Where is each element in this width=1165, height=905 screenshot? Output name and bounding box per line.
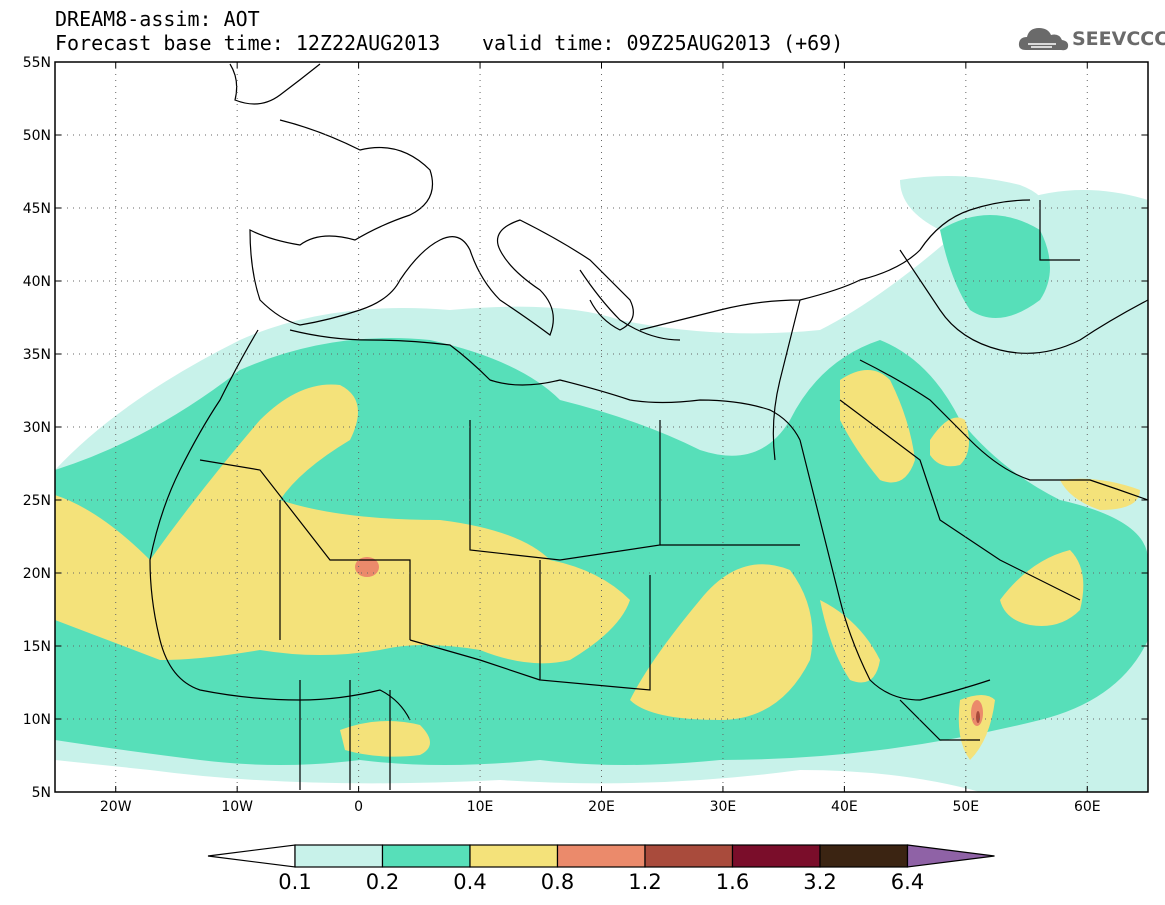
graticule: [55, 62, 1148, 792]
lat-label: 55N: [23, 55, 51, 71]
colorbar-label: 1.2: [628, 870, 661, 894]
lon-label: 20E: [588, 799, 615, 815]
lon-label: 60E: [1074, 799, 1101, 815]
colorbar-segment: [731, 844, 821, 868]
lon-label: 30E: [710, 799, 737, 815]
lon-label: 20W: [100, 799, 132, 815]
lat-label: 40N: [23, 274, 51, 290]
lat-label: 5N: [32, 785, 51, 801]
colorbar-label: 0.8: [541, 870, 574, 894]
lat-label: 35N: [23, 347, 51, 363]
colorbar-over-arrow: [906, 844, 995, 868]
colorbar-segment: [644, 844, 734, 868]
lat-label: 20N: [23, 566, 51, 582]
map-title: DREAM8-assim: AOT: [55, 7, 260, 31]
colorbar-label: 6.4: [891, 870, 924, 894]
lon-label: 50E: [952, 799, 979, 815]
lon-label: 10E: [467, 799, 494, 815]
colorbar-label: 3.2: [803, 870, 836, 894]
lat-label: 10N: [23, 712, 51, 728]
lat-label: 30N: [23, 420, 51, 436]
lat-label: 45N: [23, 201, 51, 217]
colorbar-segment: [469, 844, 559, 868]
colorbar: 0.1 0.2 0.4 0.8 1.2 1.6 3.2 6.4: [207, 844, 995, 894]
lon-label: 40E: [831, 799, 858, 815]
colorbar-label: 0.1: [278, 870, 311, 894]
colorbar-label: 0.4: [453, 870, 486, 894]
colorbar-segment: [556, 844, 646, 868]
colorbar-segment: [381, 844, 471, 868]
lat-label: 25N: [23, 493, 51, 509]
lon-label: 10W: [221, 799, 253, 815]
colorbar-label: 0.2: [366, 870, 399, 894]
seevccc-logo: SEEVCCC: [1016, 22, 1165, 56]
cloud-icon: [1018, 28, 1069, 51]
colorbar-label: 1.6: [716, 870, 749, 894]
forecast-base-time: Forecast base time: 12Z22AUG2013: [55, 31, 441, 55]
colorbar-under-arrow: [207, 844, 296, 868]
lat-label: 15N: [23, 639, 51, 655]
colorbar-segment: [294, 844, 384, 868]
colorbar-segment: [819, 844, 909, 868]
coastlines: [149, 63, 1148, 790]
lon-label: 0: [354, 799, 363, 815]
logo-text: SEEVCCC: [1072, 28, 1165, 50]
longitude-labels: 20W 10W 0 10E 20E 30E 40E 50E 60E: [100, 62, 1101, 815]
valid-time: valid time: 09Z25AUG2013 (+69): [482, 31, 844, 55]
aot-field: [55, 176, 1148, 792]
lat-label: 50N: [23, 128, 51, 144]
latitude-labels: 55N 50N 45N 40N 35N 30N 25N 20N 15N 10N 5N: [23, 55, 1148, 801]
